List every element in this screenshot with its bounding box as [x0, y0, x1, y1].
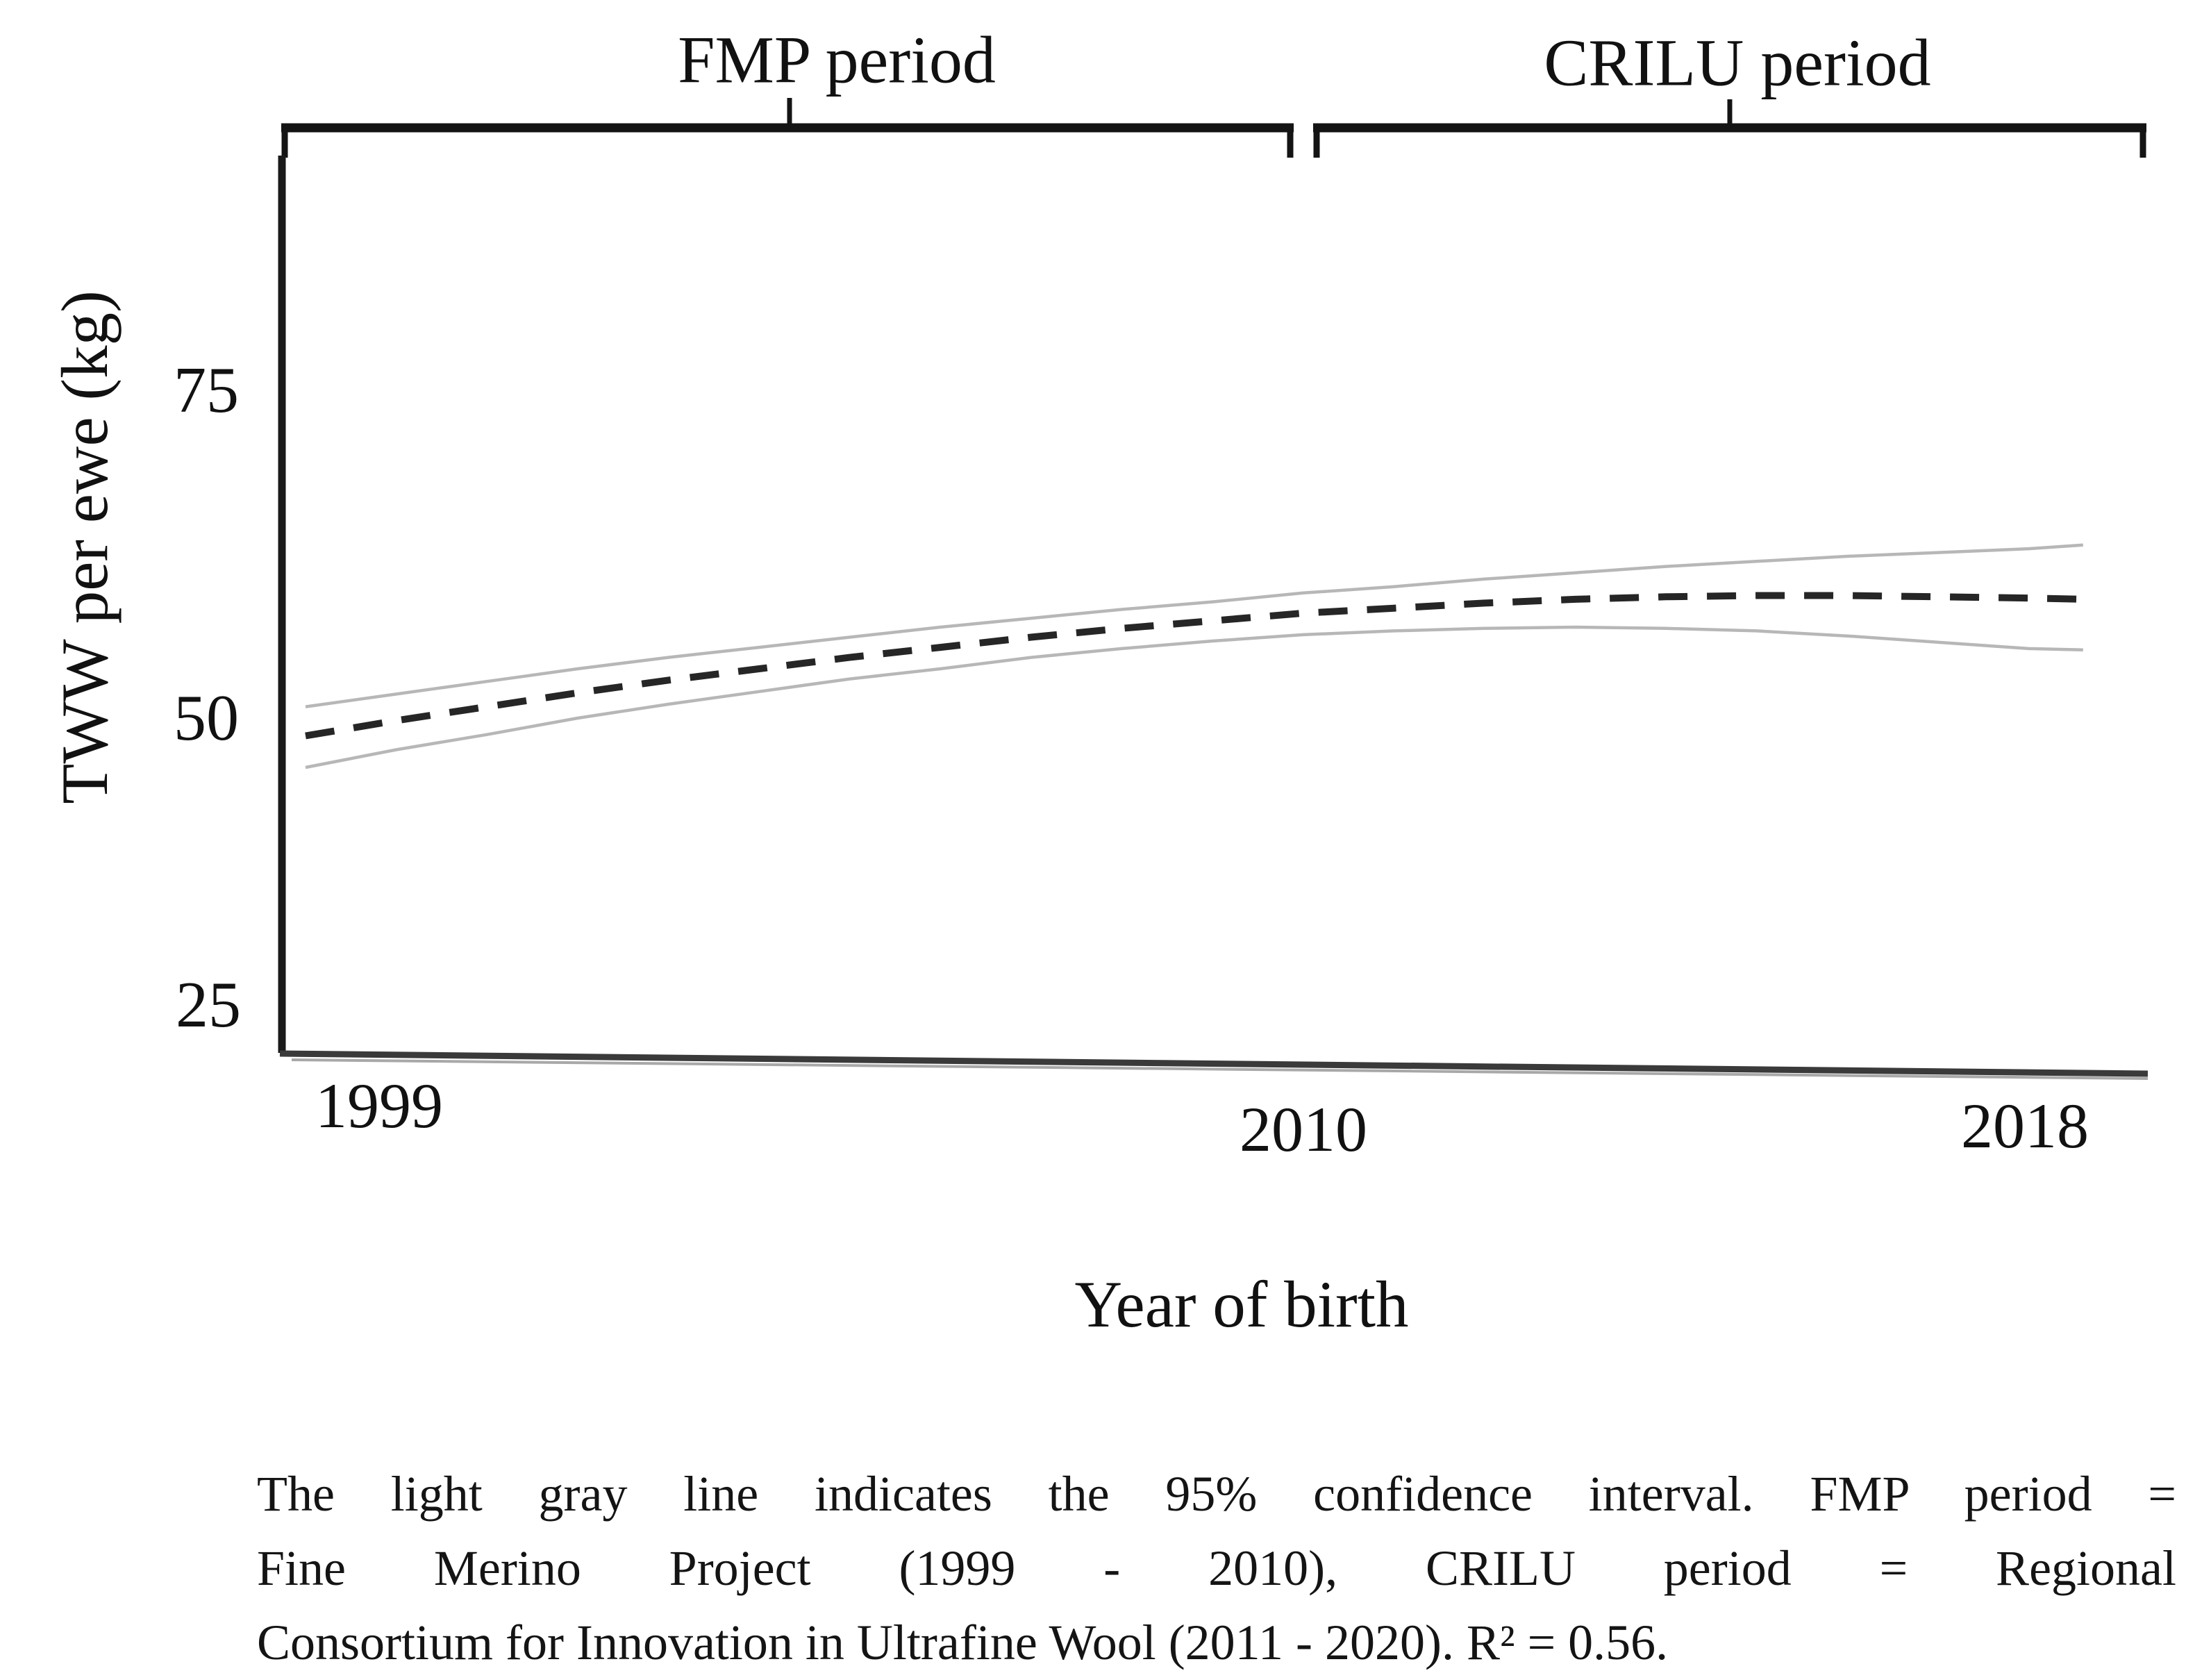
ci-lower-line	[305, 625, 2083, 770]
x-axis-title: Year of birth	[1074, 1267, 1409, 1341]
x-axis-line	[279, 1050, 2149, 1077]
caption-line-1: The light gray line indicates the 95% co…	[257, 1466, 2176, 1522]
fmp-period-bracket	[281, 98, 1294, 158]
y-tick-25: 25	[176, 969, 241, 1041]
trend-dashed-line	[305, 592, 2083, 740]
y-tick-50: 50	[174, 682, 239, 754]
x-tick-1999: 1999	[315, 1070, 443, 1141]
ci-upper-line	[305, 543, 2083, 708]
caption-line-2: Fine Merino Project (1999 - 2010), CRILU…	[257, 1540, 2176, 1596]
y-tick-75: 75	[174, 354, 239, 426]
caption-line-3: Consortium for Innovation in Ultrafine W…	[257, 1615, 1669, 1670]
x-axis-shadow-line	[291, 1058, 2149, 1080]
crilu-period-bracket	[1313, 99, 2146, 158]
x-tick-2018: 2018	[1961, 1090, 2089, 1161]
crilu-period-label: CRILU period	[1544, 25, 1931, 100]
y-axis-title: TWW per ewe (kg)	[48, 290, 122, 804]
figure-caption: The light gray line indicates the 95% co…	[257, 1457, 2176, 1680]
x-tick-2010: 2010	[1240, 1094, 1367, 1165]
fmp-period-label: FMP period	[678, 22, 996, 97]
